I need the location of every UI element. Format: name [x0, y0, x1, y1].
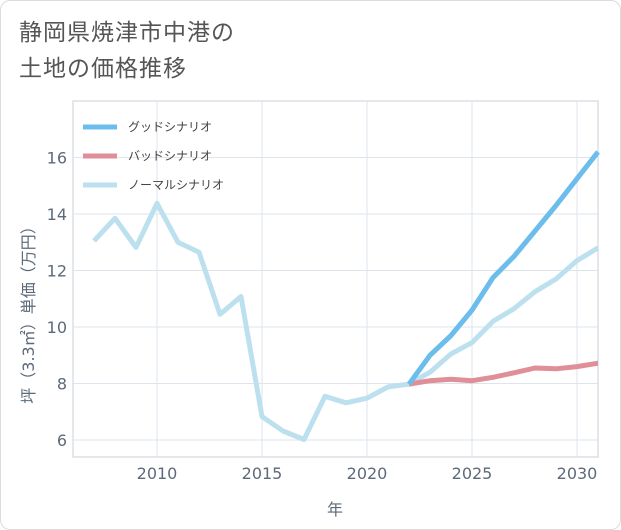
y-tick-label: 8	[57, 375, 67, 394]
series-line-1	[408, 360, 599, 387]
y-tick-label: 16	[47, 149, 67, 168]
series-line-0	[406, 150, 600, 386]
x-tick-label: 2025	[452, 464, 493, 483]
x-tick-label: 2030	[557, 464, 598, 483]
y-axis-label: 坪（3.3㎡）単価（万円）	[19, 218, 38, 403]
chart-title-line-2: 土地の価格推移	[19, 56, 187, 82]
series-line-2	[92, 200, 600, 442]
grid-lines	[73, 101, 598, 457]
x-tick-labels: 2010 2015 2020 2025 2030	[137, 464, 598, 483]
series-lines	[92, 150, 600, 442]
y-tick-label: 14	[47, 205, 67, 224]
chart-title-line-1: 静岡県焼津市中港の	[19, 20, 235, 46]
x-axis-label: 年	[327, 500, 343, 519]
x-tick-label: 2015	[242, 464, 283, 483]
chart-title: 静岡県焼津市中港の 土地の価格推移	[19, 15, 235, 87]
legend-label-1: バッドシナリオ	[128, 149, 212, 163]
x-tick-label: 2010	[137, 464, 178, 483]
y-tick-label: 6	[57, 431, 67, 450]
legend-label-2: ノーマルシナリオ	[128, 178, 224, 192]
x-tick-label: 2020	[347, 464, 388, 483]
y-tick-label: 10	[47, 318, 67, 337]
legend-label-0: グッドシナリオ	[128, 120, 212, 134]
y-tick-labels: 6 8 10 12 14 16	[47, 149, 67, 451]
y-tick-label: 12	[47, 262, 67, 281]
